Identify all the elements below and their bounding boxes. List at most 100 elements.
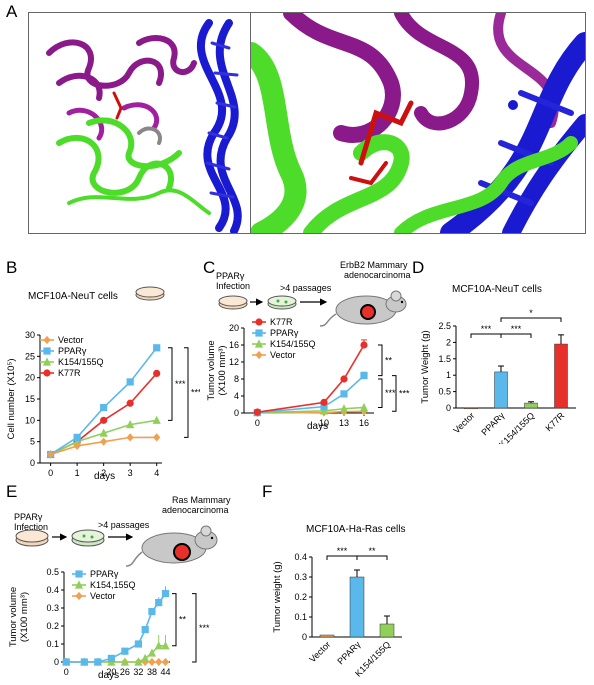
- y-tick-label: 1: [446, 370, 451, 380]
- legend-marker: [255, 350, 263, 360]
- y-tick-label: 0.1: [46, 639, 59, 649]
- x-tick-label: 32: [133, 667, 143, 675]
- b-sig-2-bracket: [184, 347, 189, 438]
- d-sig-2-bracket: [500, 333, 532, 338]
- y-tick-label: 0.2: [294, 592, 307, 602]
- bar: [494, 371, 508, 409]
- y-tick-label: 5: [30, 437, 35, 447]
- y-tick-label: 2: [446, 337, 451, 347]
- bar: [379, 623, 395, 638]
- x-tick-label: 16: [359, 418, 369, 428]
- data-point-vector: [73, 441, 81, 451]
- data-point-ppar: [121, 647, 129, 655]
- data-point-vector: [161, 657, 170, 667]
- x-tick-label: K77R: [543, 410, 566, 433]
- x-tick-label: 0: [64, 667, 69, 675]
- y-tick-label: 0: [234, 408, 239, 418]
- data-point-k154: [319, 406, 329, 415]
- e-infection-label: Infection: [14, 522, 49, 532]
- y-axis-label-2: (X100 mm³): [19, 592, 30, 642]
- c-xlabel: days: [307, 421, 329, 432]
- c-sig-1-label: **: [385, 355, 393, 365]
- data-point-k154: [152, 415, 161, 424]
- e-sig-2-bracket: [192, 593, 197, 663]
- y-axis-label: Cell number (X10⁵): [6, 358, 17, 439]
- x-tick-label: Vector: [451, 410, 476, 435]
- data-point-ppar: [148, 608, 156, 616]
- x-tick-label: 1: [75, 468, 80, 478]
- f-sig-2-label: **: [368, 546, 376, 556]
- y-tick-label: 0: [30, 458, 35, 468]
- dish-infected-icon: [267, 295, 297, 310]
- data-point-k154: [359, 402, 369, 412]
- data-point-ppar: [134, 640, 143, 648]
- y-tick-label: 0.5: [438, 387, 451, 397]
- legend-label: PPARγ: [90, 569, 119, 579]
- e-passages-label: >4 passages: [98, 520, 150, 530]
- d-sig-3-label: *: [529, 308, 533, 318]
- legend-label: Vector: [90, 591, 116, 601]
- data-point-k77r: [126, 399, 134, 407]
- bar: [554, 343, 568, 409]
- data-point-k77r: [253, 408, 261, 416]
- mouse-icon: [319, 290, 407, 327]
- d-sig-3-bracket: [500, 317, 562, 322]
- dish-infected-icon: [71, 529, 105, 547]
- data-point-ppar: [340, 390, 348, 398]
- b-title: MCF10A-NeuT cells: [28, 291, 118, 302]
- data-point-k154: [120, 657, 129, 666]
- x-tick-label: 20: [106, 667, 116, 675]
- panel-label-d: D: [412, 258, 425, 277]
- x-tick-label: 13: [339, 418, 349, 428]
- b-sig-1-label: ***: [175, 379, 186, 389]
- c-sig-1-bracket: [378, 344, 383, 377]
- c-workflow-diagram: [216, 290, 416, 335]
- data-point-ppar: [100, 403, 108, 412]
- b-sig-2-label: ***: [191, 388, 200, 398]
- x-tick-label: 4: [154, 468, 159, 478]
- legend-marker: [43, 347, 51, 355]
- data-point-k154: [147, 648, 157, 657]
- dish-icon: [15, 529, 49, 547]
- chart-e: 0 0.1 0.2 0.3 0.4 0.5 0 20 26 32 38 44 PPARγ K154,155…: [0, 560, 230, 680]
- dish-icon: [218, 295, 248, 310]
- c-sig-3-label: ***: [399, 388, 410, 398]
- b-xlabel: days: [94, 471, 116, 482]
- y-tick-label: 0.4: [46, 585, 59, 595]
- data-point-k154: [134, 657, 143, 666]
- e-ppar-label: PPARγ: [14, 512, 43, 522]
- series-line-ppar: [66, 593, 167, 663]
- c-infection-label: Infection: [216, 281, 251, 291]
- data-point-k77r: [340, 375, 348, 383]
- legend-label: K154/155Q: [270, 339, 316, 349]
- y-tick-label: 0.3: [294, 572, 307, 582]
- c-tumor-title2: adenocarcinoma: [344, 270, 411, 280]
- data-point-vector: [153, 433, 161, 442]
- data-point-k77r: [100, 416, 108, 424]
- f-sig-1-bracket: [326, 555, 358, 560]
- d-sig-1-label: ***: [481, 324, 492, 334]
- chart-b: 0 5 10 15 20 25 30 0 1 2 3 4 Vector PPARγ K154/155Q K77…: [0, 310, 202, 490]
- data-point-k154: [339, 404, 349, 413]
- x-tick-label: 3: [128, 468, 133, 478]
- x-tick-label: PPARγ: [335, 639, 362, 666]
- y-tick-label: 30: [25, 330, 35, 340]
- panel-label-a: A: [6, 2, 18, 21]
- y-tick-label: 0.2: [46, 621, 59, 631]
- data-point-ppar: [107, 654, 115, 662]
- y-tick-label: 1.5: [438, 354, 451, 364]
- data-point-ppar: [153, 344, 161, 352]
- legend-marker: [43, 335, 51, 345]
- x-tick-label: PPARγ: [479, 410, 506, 437]
- y-tick-label: 0.4: [294, 552, 307, 562]
- data-point-k154: [99, 428, 108, 437]
- series-line-vector: [257, 410, 365, 414]
- y-tick-label: 0: [54, 657, 59, 667]
- y-tick-label: 0: [446, 403, 451, 413]
- y-tick-label: 0.1: [294, 612, 307, 622]
- data-point-ppar: [161, 590, 170, 598]
- legend-label: K77R: [58, 368, 81, 378]
- legend-label: Vector: [270, 350, 296, 360]
- b-dish-icon: [134, 285, 166, 306]
- c-sig-2-label: ***: [385, 388, 396, 398]
